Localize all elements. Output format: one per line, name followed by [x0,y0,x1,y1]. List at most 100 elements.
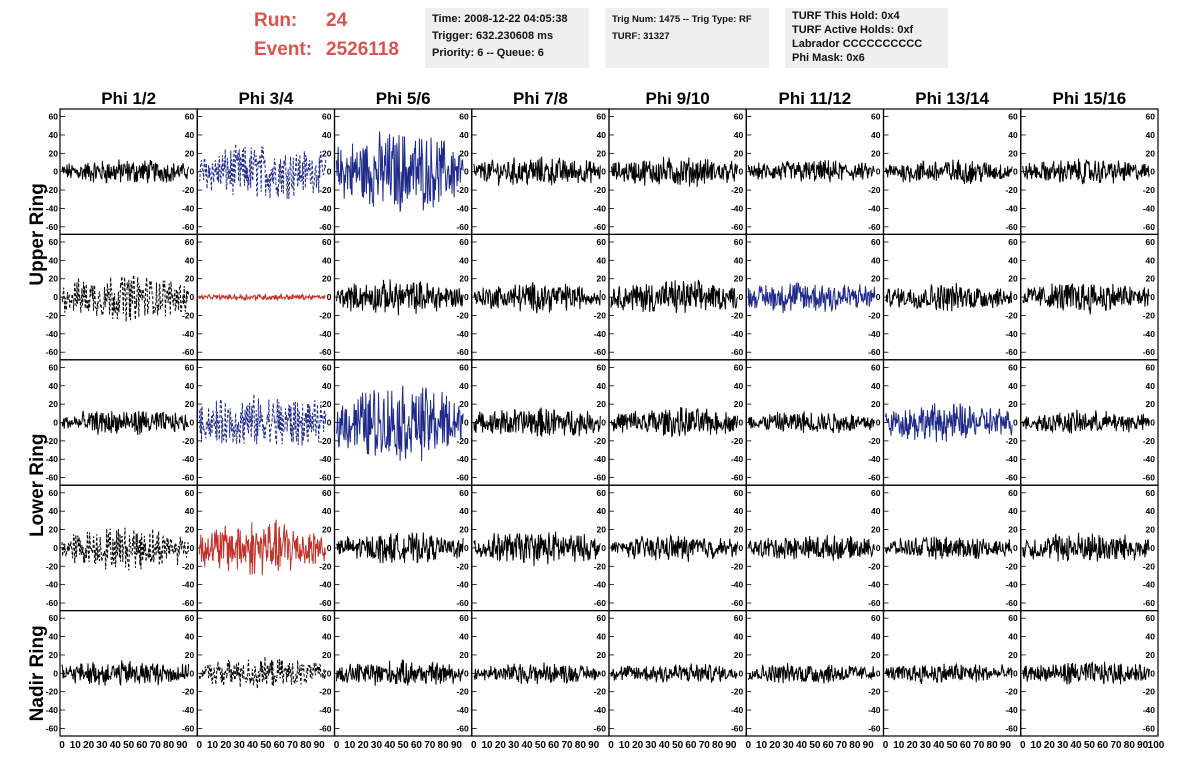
x-tick-c8-4: 40 [1070,740,1082,751]
waveform-r5-c8 [1022,661,1150,685]
y-tick-r4-c4-0: 60 [597,488,607,498]
y-tick-r5-c1-1: 40 [185,632,195,642]
y-tick-r2-c7-1: 40 [1008,255,1018,265]
y-tick-left-r3-2: 20 [49,399,59,409]
priority-text: Priority: 6 -- Queue: 6 [432,47,544,59]
y-tick-r1-c1-5: -40 [182,203,195,213]
y-tick-r1-c1-1: 40 [185,130,195,140]
y-tick-r1-c7-6: -60 [1005,222,1018,232]
y-tick-r4-c5-5: -40 [731,580,744,590]
x-tick-c7-6: 60 [960,740,972,751]
y-tick-r3-c6-4: -20 [868,436,881,446]
x-tick-c4-5: 50 [535,740,547,751]
y-tick-r1-c7-5: -40 [1005,203,1018,213]
y-tick-r4-c8-0: 60 [1146,488,1156,498]
x-tick-c1-0: 0 [59,740,65,751]
y-tick-r4-c1-6: -60 [182,598,195,608]
y-tick-r4-c2-1: 40 [322,506,332,516]
waveform-r2-c1 [61,274,190,322]
y-tick-r3-c4-6: -60 [594,473,607,483]
waveform-r1-c6 [747,159,876,183]
y-tick-r3-c4-3: 0 [601,418,606,428]
y-tick-r3-c5-2: 20 [734,399,744,409]
y-tick-r3-c5-3: 0 [739,418,744,428]
y-tick-r1-c7-1: 40 [1008,130,1018,140]
y-tick-r3-c8-6: -60 [1143,473,1156,483]
x-tick-c5-3: 30 [645,740,657,751]
y-tick-left-r4-6: -60 [46,598,59,608]
y-tick-left-r1-4: -20 [46,185,59,195]
y-tick-r5-c8-4: -20 [1143,687,1156,697]
y-tick-r4-c6-5: -40 [868,580,881,590]
y-tick-r1-c3-5: -40 [456,203,469,213]
y-tick-r3-c3-2: 20 [459,399,469,409]
y-tick-r2-c4-3: 0 [601,292,606,302]
y-tick-r1-c1-0: 60 [185,112,195,122]
y-tick-r4-c4-6: -60 [594,598,607,608]
y-tick-r5-c2-2: 20 [322,650,332,660]
x-tick-c3-4: 40 [384,740,396,751]
y-tick-r2-c1-6: -60 [182,347,195,357]
y-tick-r2-c8-4: -20 [1143,310,1156,320]
y-tick-r3-c2-3: 0 [327,418,332,428]
waveform-r1-c3 [336,131,464,212]
y-tick-r2-c3-0: 60 [459,237,469,247]
x-tick-c3-8: 80 [438,740,450,751]
column-title-2: Phi 3/4 [238,89,293,108]
x-tick-c6-4: 40 [796,740,808,751]
y-tick-r2-c4-5: -40 [594,329,607,339]
y-tick-r3-c2-5: -40 [319,454,332,464]
waveform-r4-c5 [610,533,739,562]
y-tick-left-r1-3: 0 [53,167,58,177]
column-title-6: Phi 11/12 [778,89,851,108]
x-tick-c8-8: 80 [1124,740,1136,751]
y-tick-r4-c5-4: -20 [731,561,744,571]
y-tick-left-r3-3: 0 [53,418,58,428]
y-tick-r3-c1-1: 40 [185,381,195,391]
y-tick-r1-c2-4: -20 [319,185,332,195]
y-tick-r2-c8-1: 40 [1146,255,1156,265]
y-tick-r5-c3-6: -60 [456,723,469,733]
y-tick-r1-c3-6: -60 [456,222,469,232]
y-tick-r3-c8-3: 0 [1150,418,1155,428]
x-tick-c6-9: 90 [863,740,875,751]
waveform-r5-c6 [747,662,876,684]
y-tick-r4-c3-5: -40 [456,580,469,590]
y-tick-left-r4-0: 60 [49,488,59,498]
y-tick-r2-c6-4: -20 [868,310,881,320]
y-tick-r2-c7-5: -40 [1005,329,1018,339]
y-tick-r3-c1-5: -40 [182,454,195,464]
x-tick-c5-5: 50 [672,740,684,751]
panel-frame-r1-c5 [608,108,747,236]
waveform-r4-c7 [885,536,1013,560]
x-tick-c3-9: 90 [451,740,463,751]
x-tick-c4-1: 10 [482,740,494,751]
y-tick-r4-c2-0: 60 [322,488,332,498]
x-tick-c2-9: 90 [314,740,326,751]
trig-num-text: Trig Num: 1475 -- Trig Type: RF [612,14,752,25]
x-tick-c2-2: 20 [220,740,232,751]
y-tick-r5-c1-2: 20 [185,650,195,660]
y-tick-r5-c6-0: 60 [871,613,881,623]
y-tick-r1-c6-3: 0 [876,167,881,177]
waveform-r2-c7 [885,282,1013,312]
y-tick-r2-c6-1: 40 [871,255,881,265]
y-tick-r1-c4-4: -20 [594,185,607,195]
x-tick-c8-6: 60 [1097,740,1109,751]
x-tick-c8-1: 10 [1031,740,1043,751]
waveform-r2-c3 [336,279,464,316]
y-tick-r2-c3-3: 0 [464,292,469,302]
waveform-r2-c2 [198,292,327,302]
y-tick-r5-c1-6: -60 [182,723,195,733]
y-tick-r3-c2-4: -20 [319,436,332,446]
x-tick-c4-7: 70 [561,740,573,751]
y-tick-r3-c4-1: 40 [597,381,607,391]
y-tick-r5-c5-6: -60 [731,723,744,733]
y-tick-r5-c5-2: 20 [734,650,744,660]
y-tick-r3-c5-1: 40 [734,381,744,391]
y-tick-r2-c5-0: 60 [734,237,744,247]
trigger-text: Trigger: 632.230608 ms [432,30,554,42]
y-tick-r2-c3-6: -60 [456,347,469,357]
y-tick-r5-c8-1: 40 [1146,632,1156,642]
